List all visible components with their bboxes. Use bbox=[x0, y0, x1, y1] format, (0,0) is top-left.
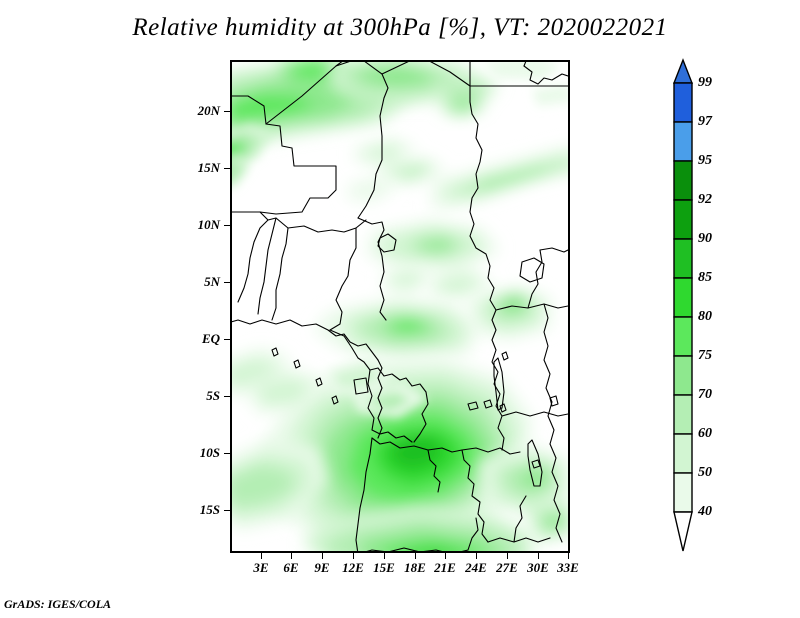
x-axis-label-9e: 9E bbox=[314, 560, 330, 575]
colorbar-band-99 bbox=[673, 82, 693, 123]
colorbar-band-85 bbox=[673, 277, 693, 318]
y-axis-label-5s: 5S bbox=[206, 388, 220, 403]
map-plot-area: 20N 15N 10N 5N EQ 5S 10S 15S 3E 6E 9E 12… bbox=[198, 60, 579, 575]
y-tick bbox=[224, 282, 230, 283]
y-axis-label-20n: 20N bbox=[197, 103, 220, 118]
colorbar-band-60 bbox=[673, 433, 693, 474]
colorbar-label-50: 50 bbox=[698, 465, 712, 480]
colorbar: 99 97 95 92 90 85 80 75 70 60 50 40 bbox=[660, 55, 740, 555]
colorbar-label-40: 40 bbox=[698, 504, 712, 519]
x-tick bbox=[261, 553, 262, 559]
x-axis-label-12e: 12E bbox=[342, 560, 364, 575]
y-tick bbox=[224, 339, 230, 340]
colorbar-band-92 bbox=[673, 199, 693, 240]
colorbar-label-80: 80 bbox=[698, 309, 712, 324]
colorbar-scale bbox=[672, 58, 694, 552]
map-borders bbox=[232, 62, 568, 551]
colorbar-label-60: 60 bbox=[698, 426, 712, 441]
colorbar-band-50 bbox=[673, 472, 693, 513]
x-axis-label-24e: 24E bbox=[465, 560, 487, 575]
x-tick bbox=[384, 553, 385, 559]
y-tick bbox=[224, 396, 230, 397]
x-tick bbox=[415, 553, 416, 559]
colorbar-band-97 bbox=[673, 121, 693, 162]
grads-attribution: GrADS: IGES/COLA bbox=[4, 597, 112, 611]
colorbar-label-85: 85 bbox=[698, 270, 712, 285]
y-tick bbox=[224, 111, 230, 112]
y-tick bbox=[224, 168, 230, 169]
x-axis-label-18e: 18E bbox=[404, 560, 426, 575]
colorbar-label-99: 99 bbox=[698, 75, 712, 90]
y-axis-label-10s: 10S bbox=[199, 445, 220, 460]
x-axis-label-21e: 21E bbox=[434, 560, 456, 575]
colorbar-band-70 bbox=[673, 394, 693, 435]
colorbar-label-70: 70 bbox=[698, 387, 712, 402]
x-tick bbox=[476, 553, 477, 559]
x-axis-label-6e: 6E bbox=[283, 560, 299, 575]
x-tick bbox=[507, 553, 508, 559]
relative-humidity-map bbox=[232, 62, 568, 551]
y-axis-label-5n: 5N bbox=[204, 274, 220, 289]
colorbar-label-92: 92 bbox=[698, 192, 712, 207]
x-tick bbox=[538, 553, 539, 559]
colorbar-band-90 bbox=[673, 238, 693, 279]
page-title: Relative humidity at 300hPa [%], VT: 202… bbox=[132, 14, 668, 41]
colorbar-label-95: 95 bbox=[698, 153, 712, 168]
x-axis-label-15e: 15E bbox=[373, 560, 395, 575]
y-axis-label-15n: 15N bbox=[197, 160, 220, 175]
colorbar-label-90: 90 bbox=[698, 231, 712, 246]
x-tick bbox=[322, 553, 323, 559]
x-tick bbox=[445, 553, 446, 559]
colorbar-band-80 bbox=[673, 316, 693, 357]
x-axis-label-30e: 30E bbox=[527, 560, 549, 575]
x-tick bbox=[291, 553, 292, 559]
humidity-shading bbox=[232, 62, 568, 551]
colorbar-band-75 bbox=[673, 355, 693, 396]
y-tick bbox=[224, 510, 230, 511]
colorbar-arrow-bottom bbox=[673, 511, 693, 552]
y-tick bbox=[224, 453, 230, 454]
y-axis-label-15s: 15S bbox=[199, 502, 220, 517]
colorbar-band-95 bbox=[673, 160, 693, 201]
x-tick bbox=[568, 553, 569, 559]
y-axis-label-10n: 10N bbox=[197, 217, 220, 232]
x-axis-label-27e: 27E bbox=[496, 560, 518, 575]
colorbar-label-75: 75 bbox=[698, 348, 712, 363]
y-tick bbox=[224, 225, 230, 226]
x-tick bbox=[353, 553, 354, 559]
colorbar-arrow-top bbox=[672, 58, 694, 84]
colorbar-label-97: 97 bbox=[698, 114, 712, 129]
x-axis-label-33e: 33E bbox=[557, 560, 579, 575]
y-axis-label-eq: EQ bbox=[201, 331, 220, 346]
map-frame bbox=[230, 60, 570, 553]
x-axis-label-3e: 3E bbox=[253, 560, 269, 575]
